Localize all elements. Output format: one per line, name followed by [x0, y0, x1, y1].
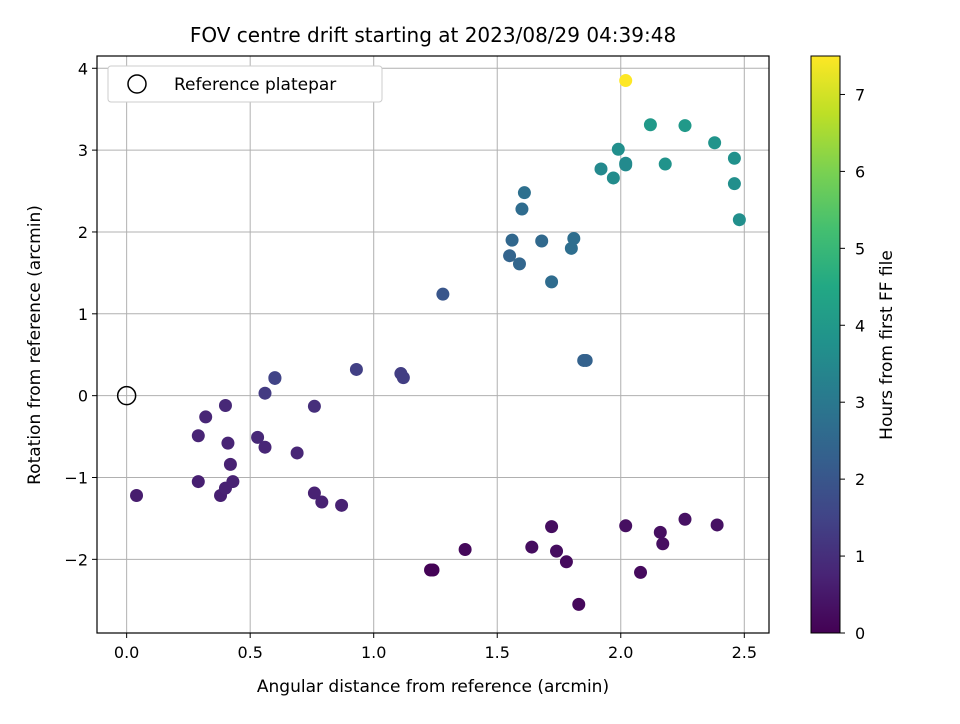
- colorbar-tick-label: 3: [855, 393, 865, 412]
- data-point: [545, 275, 559, 289]
- y-axis-ticks: −2 −1 0 1 2 3 4: [64, 59, 97, 569]
- data-point: [579, 353, 593, 367]
- colorbar-tick-label: 6: [855, 162, 865, 181]
- data-point: [564, 241, 578, 255]
- colorbar-tick-label: 4: [855, 316, 865, 335]
- x-tick-label: 0.0: [114, 643, 139, 662]
- x-axis-ticks: 0.0 0.5 1.0 1.5 2.0 2.5: [114, 633, 757, 662]
- data-point: [594, 162, 608, 176]
- data-point: [535, 234, 549, 248]
- x-tick-label: 2.5: [732, 643, 757, 662]
- grid-lines: [97, 56, 769, 633]
- y-tick-label: 3: [78, 141, 88, 160]
- chart-title: FOV centre drift starting at 2023/08/29 …: [190, 23, 676, 47]
- x-tick-label: 0.5: [237, 643, 262, 662]
- y-tick-label: 1: [78, 305, 88, 324]
- data-point: [258, 386, 272, 400]
- data-point: [619, 156, 633, 170]
- colorbar-tick-label: 2: [855, 470, 865, 489]
- data-point: [678, 119, 692, 133]
- colorbar: [810, 55, 841, 634]
- data-point: [307, 399, 321, 413]
- x-tick-label: 2.0: [608, 643, 633, 662]
- data-point: [512, 257, 526, 271]
- data-point: [710, 518, 724, 532]
- y-axis-label: Rotation from reference (arcmin): [25, 205, 45, 485]
- data-point: [199, 410, 213, 424]
- data-point: [619, 519, 633, 533]
- data-point: [619, 74, 633, 88]
- colorbar-tick-label: 0: [855, 624, 865, 643]
- data-point: [505, 233, 519, 247]
- data-point: [130, 489, 144, 503]
- data-point: [658, 157, 672, 171]
- data-point: [218, 398, 232, 412]
- data-point: [258, 440, 272, 454]
- data-point: [634, 565, 648, 579]
- colorbar-tick-label: 5: [855, 239, 865, 258]
- data-point: [572, 597, 586, 611]
- data-point: [221, 436, 235, 450]
- colorbar-tick-label: 1: [855, 547, 865, 566]
- data-point: [396, 371, 410, 385]
- legend: Reference platepar: [107, 65, 383, 103]
- data-point: [606, 171, 620, 185]
- data-point: [503, 249, 517, 263]
- data-point: [643, 118, 657, 132]
- legend-marker-icon: [127, 74, 147, 94]
- data-point: [458, 543, 472, 557]
- data-point: [436, 287, 450, 301]
- data-point: [708, 136, 722, 150]
- data-point: [732, 213, 746, 227]
- y-tick-label: −1: [64, 468, 88, 487]
- y-tick-label: 2: [78, 223, 88, 242]
- data-point: [727, 151, 741, 165]
- scatter-series: [130, 74, 746, 611]
- data-point: [567, 232, 581, 246]
- data-point: [653, 525, 667, 539]
- data-point: [251, 430, 265, 444]
- y-tick-label: 4: [78, 59, 88, 78]
- legend-entry-reference-platepar: Reference platepar: [174, 75, 336, 95]
- data-point: [545, 520, 559, 534]
- colorbar-tick-label: 7: [855, 85, 865, 104]
- data-point: [525, 540, 539, 554]
- legend-box: [107, 65, 383, 103]
- data-point: [517, 186, 531, 200]
- data-point: [223, 457, 237, 471]
- x-axis-label: Angular distance from reference (arcmin): [257, 677, 609, 697]
- x-tick-label: 1.5: [485, 643, 510, 662]
- x-tick-label: 1.0: [361, 643, 386, 662]
- colorbar-ticks: 0 1 2 3 4 5 6 7: [840, 85, 865, 643]
- colorbar-label: Hours from first FF file: [877, 250, 897, 440]
- data-point: [611, 142, 625, 156]
- data-point: [550, 544, 564, 558]
- data-point: [678, 512, 692, 526]
- data-point: [515, 202, 529, 216]
- y-tick-label: −2: [64, 550, 88, 569]
- data-point: [290, 446, 304, 460]
- reference-platepar-marker: [116, 385, 137, 406]
- data-point: [335, 498, 349, 512]
- data-point: [226, 475, 240, 489]
- plot-frame: [96, 55, 770, 634]
- data-point: [349, 362, 363, 376]
- data-point: [727, 177, 741, 191]
- y-tick-label: 0: [78, 387, 88, 406]
- data-point: [656, 537, 670, 551]
- data-point: [191, 475, 205, 489]
- data-point: [559, 555, 573, 569]
- data-point: [191, 429, 205, 443]
- data-point: [426, 563, 440, 577]
- data-point: [268, 371, 282, 385]
- data-point: [307, 486, 321, 500]
- data-point: [315, 495, 329, 509]
